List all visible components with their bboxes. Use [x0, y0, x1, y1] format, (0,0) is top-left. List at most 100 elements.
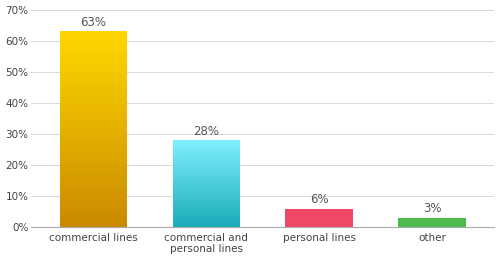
Bar	[60, 43, 128, 44]
Bar	[60, 146, 128, 147]
Bar	[172, 226, 240, 227]
Bar	[60, 207, 128, 208]
Bar	[60, 48, 128, 49]
Bar	[60, 47, 128, 48]
Bar	[60, 142, 128, 143]
Bar	[60, 217, 128, 218]
Bar	[60, 226, 128, 227]
Bar	[172, 179, 240, 180]
Bar	[172, 221, 240, 222]
Bar	[60, 172, 128, 173]
Bar	[172, 223, 240, 224]
Bar	[60, 200, 128, 201]
Bar	[172, 216, 240, 217]
Bar	[60, 119, 128, 120]
Bar	[60, 84, 128, 85]
Bar	[60, 155, 128, 156]
Text: 3%: 3%	[423, 203, 442, 216]
Bar	[60, 178, 128, 179]
Bar	[60, 108, 128, 109]
Bar	[172, 193, 240, 194]
Bar	[172, 176, 240, 177]
Bar	[60, 202, 128, 203]
Bar	[60, 97, 128, 98]
Bar	[172, 200, 240, 201]
Bar	[60, 81, 128, 82]
Bar	[172, 197, 240, 198]
Bar	[172, 178, 240, 179]
Bar	[60, 64, 128, 65]
Bar	[60, 58, 128, 59]
Bar	[60, 45, 128, 46]
Bar	[60, 66, 128, 67]
Bar	[60, 159, 128, 160]
Bar	[60, 160, 128, 161]
Bar	[60, 154, 128, 155]
Bar	[60, 196, 128, 197]
Bar	[60, 193, 128, 194]
Bar	[60, 128, 128, 129]
Text: 28%: 28%	[194, 125, 220, 138]
Bar	[60, 103, 128, 104]
Bar	[60, 140, 128, 141]
Bar	[60, 179, 128, 180]
Bar	[60, 120, 128, 121]
Bar	[172, 207, 240, 208]
Bar	[60, 220, 128, 222]
Bar	[60, 125, 128, 126]
Bar	[60, 121, 128, 122]
Bar	[60, 224, 128, 225]
Bar	[60, 145, 128, 146]
Bar	[60, 85, 128, 86]
Bar	[172, 175, 240, 176]
Bar	[60, 63, 128, 64]
Bar	[60, 205, 128, 206]
Bar	[60, 111, 128, 112]
Bar	[60, 131, 128, 132]
Bar	[60, 51, 128, 52]
Bar	[60, 201, 128, 202]
Bar	[60, 132, 128, 133]
Bar	[60, 49, 128, 50]
Bar	[172, 185, 240, 186]
Bar	[60, 34, 128, 35]
Bar	[60, 165, 128, 166]
Bar	[60, 148, 128, 149]
Bar	[60, 33, 128, 34]
Bar	[172, 154, 240, 155]
Bar	[60, 211, 128, 212]
Bar	[60, 138, 128, 139]
Bar	[60, 36, 128, 37]
Bar	[60, 149, 128, 150]
Bar	[172, 150, 240, 151]
Bar	[60, 88, 128, 89]
Bar	[172, 163, 240, 164]
Bar	[172, 206, 240, 207]
Bar	[172, 192, 240, 193]
Bar	[172, 153, 240, 154]
Bar	[172, 201, 240, 202]
Bar	[60, 32, 128, 33]
Bar	[60, 89, 128, 90]
Bar	[60, 52, 128, 53]
Bar	[60, 115, 128, 116]
Bar	[60, 62, 128, 63]
Bar	[60, 114, 128, 115]
Bar	[60, 126, 128, 127]
Bar	[172, 202, 240, 203]
Bar	[60, 195, 128, 196]
Text: 6%: 6%	[310, 193, 328, 206]
Bar	[172, 144, 240, 145]
Bar	[60, 107, 128, 108]
Bar	[60, 39, 128, 40]
Bar	[172, 173, 240, 174]
Bar	[172, 213, 240, 214]
Bar	[60, 83, 128, 84]
Text: 63%: 63%	[80, 16, 106, 29]
Bar	[60, 181, 128, 182]
Bar	[60, 75, 128, 76]
Bar	[60, 102, 128, 103]
Bar	[172, 167, 240, 168]
Bar	[60, 94, 128, 95]
Bar	[60, 218, 128, 219]
